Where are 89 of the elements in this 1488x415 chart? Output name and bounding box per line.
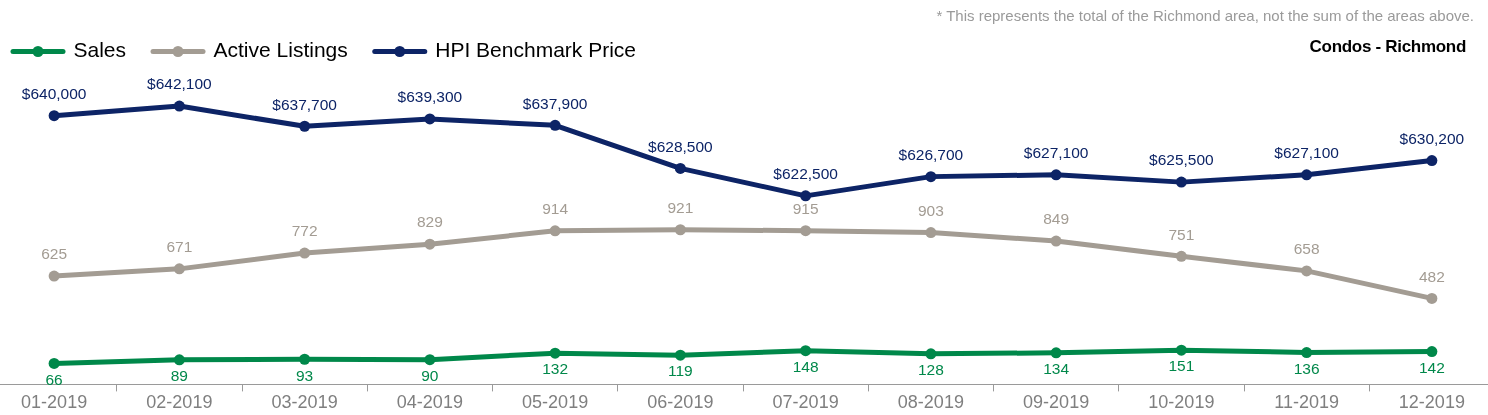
point [1426, 346, 1438, 358]
point [299, 353, 311, 365]
point [173, 263, 185, 275]
point [1301, 265, 1313, 277]
point [925, 348, 937, 360]
legend-label: HPI Benchmark Price [435, 38, 636, 62]
data-label: $637,900 [522, 94, 588, 112]
point [549, 225, 561, 237]
data-label: 89 [170, 367, 188, 385]
data-label: $622,500 [773, 165, 839, 183]
x-tick-label: 07-2019 [772, 392, 839, 413]
point [674, 349, 686, 361]
x-tick-label: 01-2019 [21, 392, 88, 413]
data-label: $627,100 [1274, 144, 1340, 162]
point [299, 247, 311, 259]
data-label: $627,100 [1023, 144, 1089, 162]
x-tick-label: 10-2019 [1148, 392, 1215, 413]
chart-title: Condos - Richmond [1309, 37, 1466, 57]
data-label: 90 [421, 367, 439, 384]
data-label: 915 [792, 199, 819, 217]
data-label: 134 [1043, 360, 1070, 378]
x-tick-label: 04-2019 [396, 392, 463, 413]
point [925, 227, 937, 239]
data-label: 142 [1418, 358, 1445, 376]
legend-label: Active Listings [213, 38, 348, 62]
data-label: $642,100 [147, 75, 213, 93]
legend-label: Sales [73, 38, 127, 62]
point [1050, 347, 1062, 359]
point [173, 354, 185, 366]
point [800, 345, 812, 357]
point [1175, 344, 1187, 356]
point [424, 238, 436, 250]
data-label: 482 [1418, 267, 1445, 285]
data-label: 151 [1168, 357, 1195, 375]
data-label: 671 [166, 238, 193, 256]
point [1050, 235, 1062, 247]
point [674, 224, 686, 236]
point [549, 119, 561, 131]
x-tick-label: 03-2019 [271, 392, 338, 413]
point [549, 347, 561, 359]
data-label: 66 [45, 370, 63, 388]
point [48, 110, 60, 122]
x-tick-label: 12-2019 [1398, 392, 1465, 413]
data-label: 625 [41, 245, 68, 263]
point [1301, 169, 1313, 181]
text: * This represents the total of the Richmond area, not the sum of the areas above. [936, 6, 1474, 26]
point [1426, 292, 1438, 304]
x-tick-label: 05-2019 [522, 392, 589, 413]
point [925, 171, 937, 183]
point [424, 354, 436, 366]
data-label: $626,700 [898, 145, 964, 163]
data-label: 921 [667, 199, 694, 217]
data-label: $625,500 [1149, 151, 1215, 169]
data-label: 128 [917, 361, 944, 379]
point [1175, 250, 1187, 262]
data-label: 136 [1293, 359, 1320, 377]
data-label: 751 [1168, 225, 1195, 243]
data-label: 93 [296, 366, 314, 384]
data-label: 148 [792, 357, 819, 375]
x-tick-label: 08-2019 [897, 392, 964, 413]
point [48, 357, 60, 369]
data-label: $640,000 [21, 84, 87, 102]
data-label: 658 [1293, 240, 1320, 258]
point [424, 113, 436, 125]
point [48, 270, 60, 282]
x-tick-label: 11-2019 [1274, 392, 1339, 413]
x-tick-label: 09-2019 [1023, 392, 1090, 413]
point [1050, 169, 1062, 181]
point [1301, 347, 1313, 359]
data-label: 132 [542, 360, 569, 378]
point [299, 120, 311, 132]
point [173, 100, 185, 112]
data-label: 903 [917, 201, 944, 219]
point [800, 190, 812, 202]
x-tick-label: 06-2019 [647, 392, 714, 413]
point [674, 162, 686, 174]
data-label: $639,300 [397, 88, 463, 106]
data-label: $630,200 [1399, 129, 1465, 147]
data-label: 772 [291, 222, 318, 240]
point [1426, 155, 1438, 167]
point [1175, 176, 1187, 188]
data-label: $637,700 [272, 95, 338, 113]
data-label: 914 [542, 200, 569, 218]
data-label: 119 [668, 362, 693, 380]
data-label: 829 [416, 213, 443, 231]
point [800, 225, 812, 237]
data-label: 849 [1043, 210, 1070, 228]
x-tick-label: 02-2019 [146, 392, 213, 413]
data-label: $628,500 [648, 137, 714, 155]
